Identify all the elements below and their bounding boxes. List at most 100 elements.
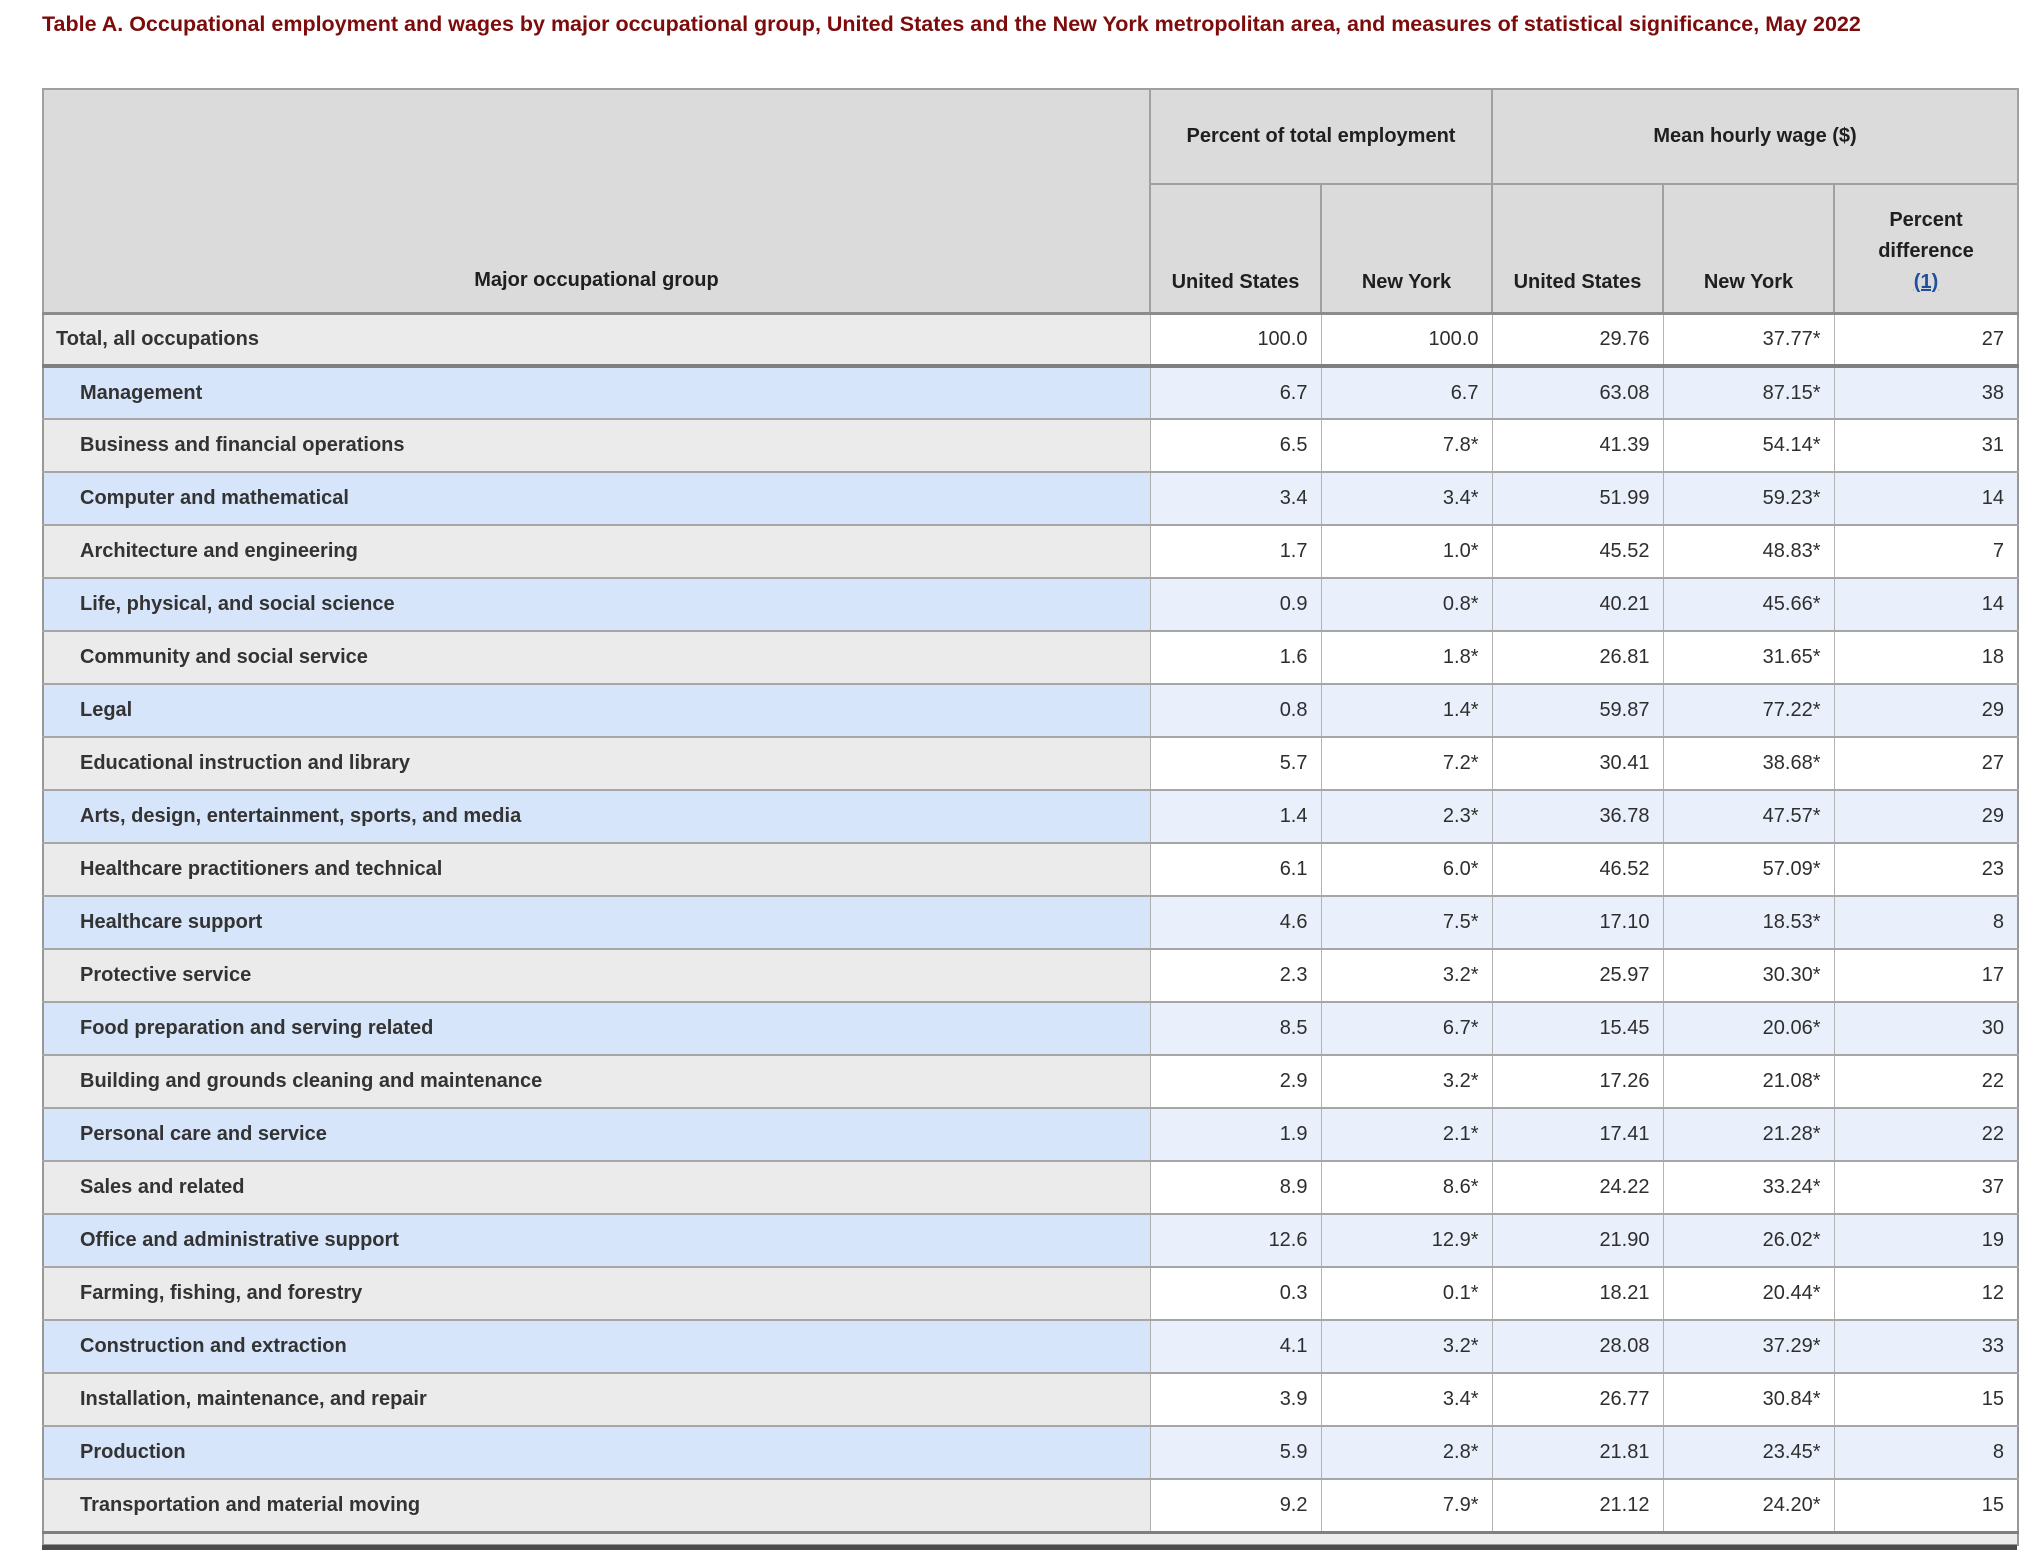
- table-row: Management 6.7 6.7 63.08 87.15* 38: [43, 366, 2019, 419]
- row-label: Farming, fishing, and forestry: [43, 1267, 1151, 1320]
- footnote-1-link[interactable]: (1): [1913, 270, 1939, 293]
- value-cell: 18: [1833, 631, 2019, 684]
- value-cell: 3.2*: [1320, 1320, 1493, 1373]
- value-cell: 0.3: [1149, 1267, 1322, 1320]
- value-cell: 27: [1833, 313, 2019, 366]
- col-group-mean-hourly-wage: Mean hourly wage ($): [1490, 88, 2020, 185]
- value-cell: 36.78: [1491, 790, 1664, 843]
- table-body: Total, all occupations 100.0 100.0 29.76 37.…: [43, 313, 2019, 1532]
- value-cell: 59.87: [1491, 684, 1664, 737]
- table-row: Total, all occupations 100.0 100.0 29.76 37.…: [43, 313, 2019, 366]
- table-row: Computer and mathematical 3.4 3.4* 51.99 59.…: [43, 472, 2019, 525]
- value-cell: 6.7*: [1320, 1002, 1493, 1055]
- value-cell: 57.09*: [1662, 843, 1835, 896]
- value-cell: 12: [1833, 1267, 2019, 1320]
- table-row: Building and grounds cleaning and mainte…: [43, 1055, 2019, 1108]
- value-cell: 29: [1833, 684, 2019, 737]
- value-cell: 3.4*: [1320, 1373, 1493, 1426]
- value-cell: 17: [1833, 949, 2019, 1002]
- value-cell: 46.52: [1491, 843, 1664, 896]
- value-cell: 1.9: [1149, 1108, 1322, 1161]
- cutoff-footer-row: [43, 1532, 2019, 1545]
- value-cell: 48.83*: [1662, 525, 1835, 578]
- row-label: Computer and mathematical: [43, 472, 1151, 525]
- row-label: Sales and related: [43, 1161, 1151, 1214]
- value-cell: 4.1: [1149, 1320, 1322, 1373]
- value-cell: 33: [1833, 1320, 2019, 1373]
- value-cell: 23: [1833, 843, 2019, 896]
- value-cell: 100.0: [1149, 313, 1322, 366]
- value-cell: 2.8*: [1320, 1426, 1493, 1479]
- value-cell: 3.9: [1149, 1373, 1322, 1426]
- table-row: Healthcare practitioners and technical 6.…: [43, 843, 2019, 896]
- value-cell: 1.4*: [1320, 684, 1493, 737]
- value-cell: 14: [1833, 578, 2019, 631]
- table-row: Arts, design, entertainment, sports, and…: [43, 790, 2019, 843]
- row-label: Transportation and material moving: [43, 1479, 1151, 1532]
- table-footer-stub: [43, 1532, 2019, 1545]
- value-cell: 4.6: [1149, 896, 1322, 949]
- value-cell: 7.5*: [1320, 896, 1493, 949]
- col-header-wage-united-states: United States: [1491, 183, 1664, 314]
- bottom-cutoff-band: [42, 1545, 2017, 1550]
- value-cell: 63.08: [1491, 366, 1664, 419]
- table-row: Community and social service 1.6 1.8* 26.81…: [43, 631, 2019, 684]
- value-cell: 45.66*: [1662, 578, 1835, 631]
- row-label: Office and administrative support: [43, 1214, 1151, 1267]
- value-cell: 27: [1833, 737, 2019, 790]
- value-cell: 87.15*: [1662, 366, 1835, 419]
- value-cell: 30.30*: [1662, 949, 1835, 1002]
- value-cell: 5.9: [1149, 1426, 1322, 1479]
- value-cell: 17.10: [1491, 896, 1664, 949]
- col-header-major-occupational-group: Major occupational group: [42, 88, 1151, 314]
- value-cell: 47.57*: [1662, 790, 1835, 843]
- cutoff-footer-cell: [43, 1532, 2019, 1545]
- row-label: Life, physical, and social science: [43, 578, 1151, 631]
- table-row: Installation, maintenance, and repair 3.9…: [43, 1373, 2019, 1426]
- value-cell: 37.29*: [1662, 1320, 1835, 1373]
- value-cell: 0.9: [1149, 578, 1322, 631]
- row-label: Protective service: [43, 949, 1151, 1002]
- table-row: Legal 0.8 1.4* 59.87 77.22* 29: [43, 684, 2019, 737]
- value-cell: 1.4: [1149, 790, 1322, 843]
- value-cell: 26.02*: [1662, 1214, 1835, 1267]
- col-header-percent-difference: Percent difference (1): [1832, 183, 2020, 314]
- value-cell: 15: [1833, 1373, 2019, 1426]
- value-cell: 1.0*: [1320, 525, 1493, 578]
- value-cell: 1.6: [1149, 631, 1322, 684]
- value-cell: 21.90: [1491, 1214, 1664, 1267]
- value-cell: 54.14*: [1662, 419, 1835, 472]
- table-row: Life, physical, and social science 0.9 0.8…: [43, 578, 2019, 631]
- row-label: Arts, design, entertainment, sports, and…: [43, 790, 1151, 843]
- value-cell: 1.8*: [1320, 631, 1493, 684]
- value-cell: 23.45*: [1662, 1426, 1835, 1479]
- table-row: Production 5.9 2.8* 21.81 23.45* 8: [43, 1426, 2019, 1479]
- value-cell: 3.2*: [1320, 949, 1493, 1002]
- table-row: Protective service 2.3 3.2* 25.97 30.30* 17: [43, 949, 2019, 1002]
- value-cell: 17.41: [1491, 1108, 1664, 1161]
- table-row: Food preparation and serving related 8.5 6…: [43, 1002, 2019, 1055]
- value-cell: 18.21: [1491, 1267, 1664, 1320]
- value-cell: 0.8*: [1320, 578, 1493, 631]
- row-label: Construction and extraction: [43, 1320, 1151, 1373]
- row-label: Total, all occupations: [43, 313, 1151, 366]
- value-cell: 0.1*: [1320, 1267, 1493, 1320]
- value-cell: 8.9: [1149, 1161, 1322, 1214]
- header-sub-row: United States New York United States New…: [43, 183, 2020, 314]
- col-group-percent-of-total-employment: Percent of total employment: [1149, 88, 1493, 185]
- row-label: Legal: [43, 684, 1151, 737]
- value-cell: 7.8*: [1320, 419, 1493, 472]
- value-cell: 38.68*: [1662, 737, 1835, 790]
- value-cell: 31: [1833, 419, 2019, 472]
- value-cell: 29.76: [1491, 313, 1664, 366]
- occupational-employment-table: Major occupational group Percent of tota…: [42, 88, 2020, 1546]
- value-cell: 22: [1833, 1055, 2019, 1108]
- value-cell: 17.26: [1491, 1055, 1664, 1108]
- value-cell: 24.22: [1491, 1161, 1664, 1214]
- value-cell: 38: [1833, 366, 2019, 419]
- percent-difference-label: Percent difference: [1878, 208, 1974, 262]
- value-cell: 6.5: [1149, 419, 1322, 472]
- value-cell: 15: [1833, 1479, 2019, 1532]
- table-row: Construction and extraction 4.1 3.2* 28.08 3…: [43, 1320, 2019, 1373]
